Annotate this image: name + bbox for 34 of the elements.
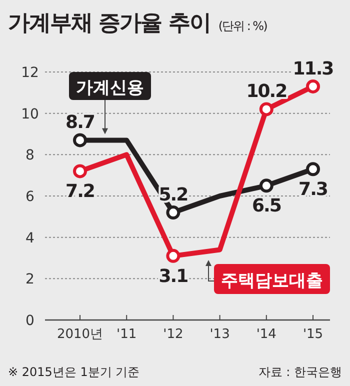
x-tick-label: '11 bbox=[116, 327, 137, 342]
point bbox=[166, 248, 180, 263]
y-tick-label: 4 bbox=[26, 230, 35, 246]
data-label: 8.7 bbox=[66, 112, 95, 134]
chart-subtitle: (단위 : %) bbox=[218, 19, 268, 33]
point bbox=[259, 178, 274, 193]
x-tick-label: '14 bbox=[256, 327, 276, 342]
y-tick-label: 6 bbox=[26, 189, 35, 205]
y-tick-label: 0 bbox=[26, 313, 34, 329]
data-label: 6.5 bbox=[252, 196, 282, 217]
x-tick-label: '12 bbox=[163, 327, 184, 342]
data-label: 11.3 bbox=[292, 58, 334, 80]
point bbox=[306, 162, 320, 176]
text: ※ 2015년은 1분기 기준 bbox=[8, 365, 140, 379]
series-label: 주택담보대출 bbox=[221, 271, 323, 291]
data-label: 7.3 bbox=[298, 179, 328, 200]
point bbox=[306, 79, 320, 94]
y-tick-label: 2 bbox=[26, 272, 34, 288]
point bbox=[73, 133, 87, 148]
point bbox=[259, 102, 274, 116]
chart-title: 가계부채 증가율 추이 bbox=[8, 11, 210, 36]
point bbox=[73, 164, 87, 178]
y-tick-label: 8 bbox=[26, 148, 34, 164]
point bbox=[166, 206, 180, 220]
data-label: 10.2 bbox=[246, 81, 287, 102]
y-tick-label: 10 bbox=[21, 106, 39, 122]
data-label: 3.1 bbox=[158, 266, 188, 287]
text: 가계신용 bbox=[76, 78, 144, 98]
text: 자료 : 한국은행 bbox=[258, 365, 342, 379]
y-tick-label: 12 bbox=[21, 65, 39, 81]
x-tick-label: 2010년 bbox=[56, 327, 104, 342]
x-tick-label: '13 bbox=[210, 327, 230, 342]
x-tick-label: '15 bbox=[302, 327, 324, 342]
data-label: 7.2 bbox=[66, 181, 94, 202]
